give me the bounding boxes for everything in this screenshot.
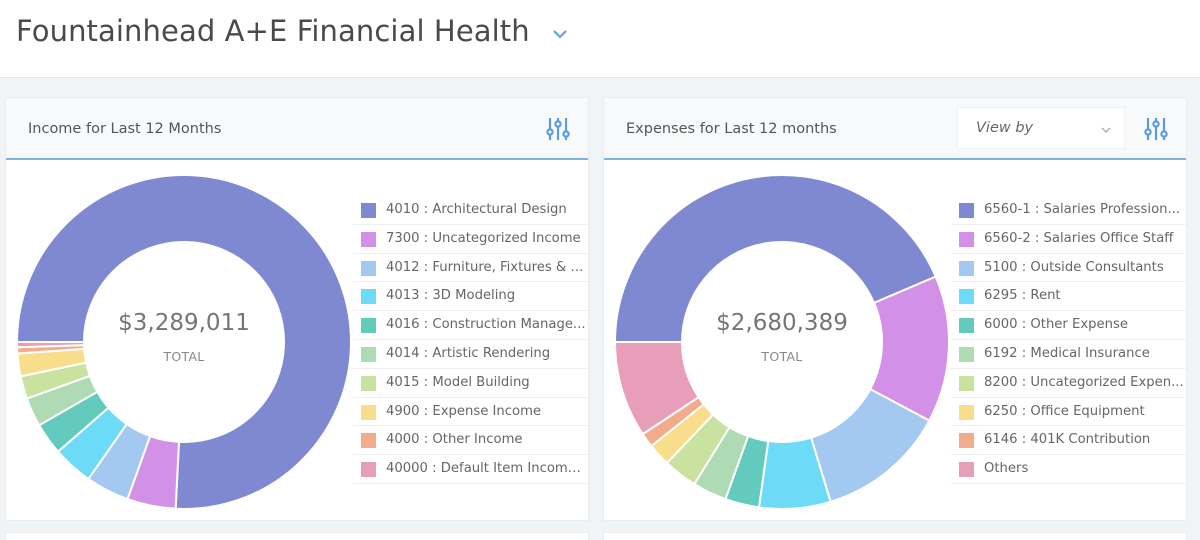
legend-swatch <box>959 260 974 276</box>
legend-label: 4016 : Construction Manage... <box>386 317 586 333</box>
legend-item[interactable]: 4900 : Expense Income <box>353 398 590 427</box>
legend-item[interactable]: 8200 : Uncategorized Expen... <box>951 369 1188 398</box>
legend-item[interactable]: 7300 : Uncategorized Income <box>353 225 590 254</box>
income-card-title: Income for Last 12 Months <box>28 121 222 137</box>
next-card-left <box>5 532 589 540</box>
legend-item[interactable]: 5100 : Outside Consultants <box>951 254 1188 283</box>
legend-item[interactable]: 4014 : Artistic Rendering <box>353 340 590 369</box>
legend-swatch <box>959 462 974 478</box>
legend-swatch <box>361 231 376 247</box>
legend-label: Others <box>984 461 1029 477</box>
legend-label: 6250 : Office Equipment <box>984 403 1145 419</box>
legend-item[interactable]: 6000 : Other Expense <box>951 311 1188 340</box>
legend-swatch <box>959 289 974 305</box>
income-donut-chart[interactable]: $3,289,011 TOTAL <box>14 172 354 512</box>
legend-item[interactable]: 4015 : Model Building <box>353 369 590 398</box>
legend-swatch <box>361 318 376 334</box>
expenses-donut-chart[interactable]: $2,680,389 TOTAL <box>612 172 952 512</box>
income-total-value: $3,289,011 <box>118 310 250 336</box>
legend-swatch <box>361 260 376 276</box>
legend-swatch <box>959 346 974 362</box>
legend-swatch <box>959 404 974 420</box>
legend-label: 4014 : Artistic Rendering <box>386 345 551 361</box>
legend-label: 6146 : 401K Contribution <box>984 432 1151 448</box>
legend-swatch <box>959 318 974 334</box>
legend-item[interactable]: 6295 : Rent <box>951 282 1188 312</box>
sliders-icon[interactable] <box>544 115 572 143</box>
legend-label: 40000 : Default Item Income ... <box>386 461 586 477</box>
legend-swatch <box>361 289 376 305</box>
legend-label: 6295 : Rent <box>984 288 1061 304</box>
legend-item[interactable]: 6250 : Office Equipment <box>951 398 1188 427</box>
legend-item[interactable]: Others <box>951 455 1188 484</box>
legend-swatch <box>959 231 974 247</box>
legend-item[interactable]: 4016 : Construction Manage... <box>353 311 590 340</box>
donut-slice[interactable] <box>613 174 937 343</box>
legend-item[interactable]: 4000 : Other Income <box>353 426 590 456</box>
legend-label: 4010 : Architectural Design <box>386 202 567 217</box>
legend-label: 4015 : Model Building <box>386 374 530 390</box>
legend-label: 7300 : Uncategorized Income <box>386 230 581 246</box>
expenses-total-value: $2,680,389 <box>716 310 848 336</box>
legend-item[interactable]: 6146 : 401K Contribution <box>951 426 1188 456</box>
legend-swatch <box>361 404 376 420</box>
donut-slice[interactable] <box>613 341 700 436</box>
legend-item[interactable]: 6192 : Medical Insurance <box>951 340 1188 369</box>
legend-swatch <box>361 462 376 478</box>
expenses-card-header: Expenses for Last 12 months View by <box>604 98 1186 160</box>
legend-label: 5100 : Outside Consultants <box>984 259 1164 275</box>
chevron-down-icon <box>1100 123 1112 135</box>
legend-swatch <box>361 433 376 449</box>
page-title: Fountainhead A+E Financial Health <box>16 14 530 48</box>
view-by-dropdown[interactable]: View by <box>957 107 1125 149</box>
expenses-card: Expenses for Last 12 months View by $2,6… <box>603 97 1188 521</box>
legend-label: 6192 : Medical Insurance <box>984 345 1150 361</box>
legend-item[interactable]: 40000 : Default Item Income ... <box>353 455 590 484</box>
legend-swatch <box>959 375 974 391</box>
income-card: Income for Last 12 Months $3,289,011 TOT… <box>5 97 590 521</box>
legend-swatch <box>361 346 376 362</box>
legend-item[interactable]: 6560-1 : Salaries Profession... <box>951 196 1188 225</box>
legend-label: 8200 : Uncategorized Expen... <box>984 374 1184 390</box>
legend-label: 4000 : Other Income <box>386 432 523 448</box>
legend-swatch <box>959 433 974 449</box>
legend-item[interactable]: 4012 : Furniture, Fixtures & E... <box>353 254 590 283</box>
income-legend: 4010 : Architectural Design 7300 : Uncat… <box>353 196 590 484</box>
top-bar: Fountainhead A+E Financial Health <box>0 0 1200 78</box>
chevron-down-icon[interactable] <box>550 24 570 44</box>
income-total-label: TOTAL <box>163 349 205 364</box>
legend-swatch <box>361 375 376 391</box>
sliders-icon[interactable] <box>1142 115 1170 143</box>
expenses-legend: 6560-1 : Salaries Profession... 6560-2 :… <box>951 196 1188 484</box>
legend-label: 4012 : Furniture, Fixtures & E... <box>386 259 586 275</box>
legend-label: 6000 : Other Expense <box>984 317 1128 333</box>
income-card-header: Income for Last 12 Months <box>6 98 588 160</box>
legend-label: 6560-2 : Salaries Office Staff <box>984 230 1174 246</box>
legend-swatch <box>959 203 974 218</box>
legend-item[interactable]: 4013 : 3D Modeling <box>353 282 590 312</box>
donut-slice[interactable] <box>15 174 352 510</box>
next-card-right <box>603 532 1187 540</box>
legend-label: 4013 : 3D Modeling <box>386 288 516 304</box>
legend-item[interactable]: 4010 : Architectural Design <box>353 196 590 225</box>
legend-item[interactable]: 6560-2 : Salaries Office Staff <box>951 225 1188 254</box>
legend-label: 4900 : Expense Income <box>386 403 542 419</box>
legend-swatch <box>361 203 376 218</box>
expenses-card-title: Expenses for Last 12 months <box>626 121 837 137</box>
legend-label: 6560-1 : Salaries Profession... <box>984 202 1181 217</box>
expenses-total-label: TOTAL <box>761 349 803 364</box>
donut-slice[interactable] <box>15 341 86 349</box>
view-by-placeholder: View by <box>976 120 1034 136</box>
